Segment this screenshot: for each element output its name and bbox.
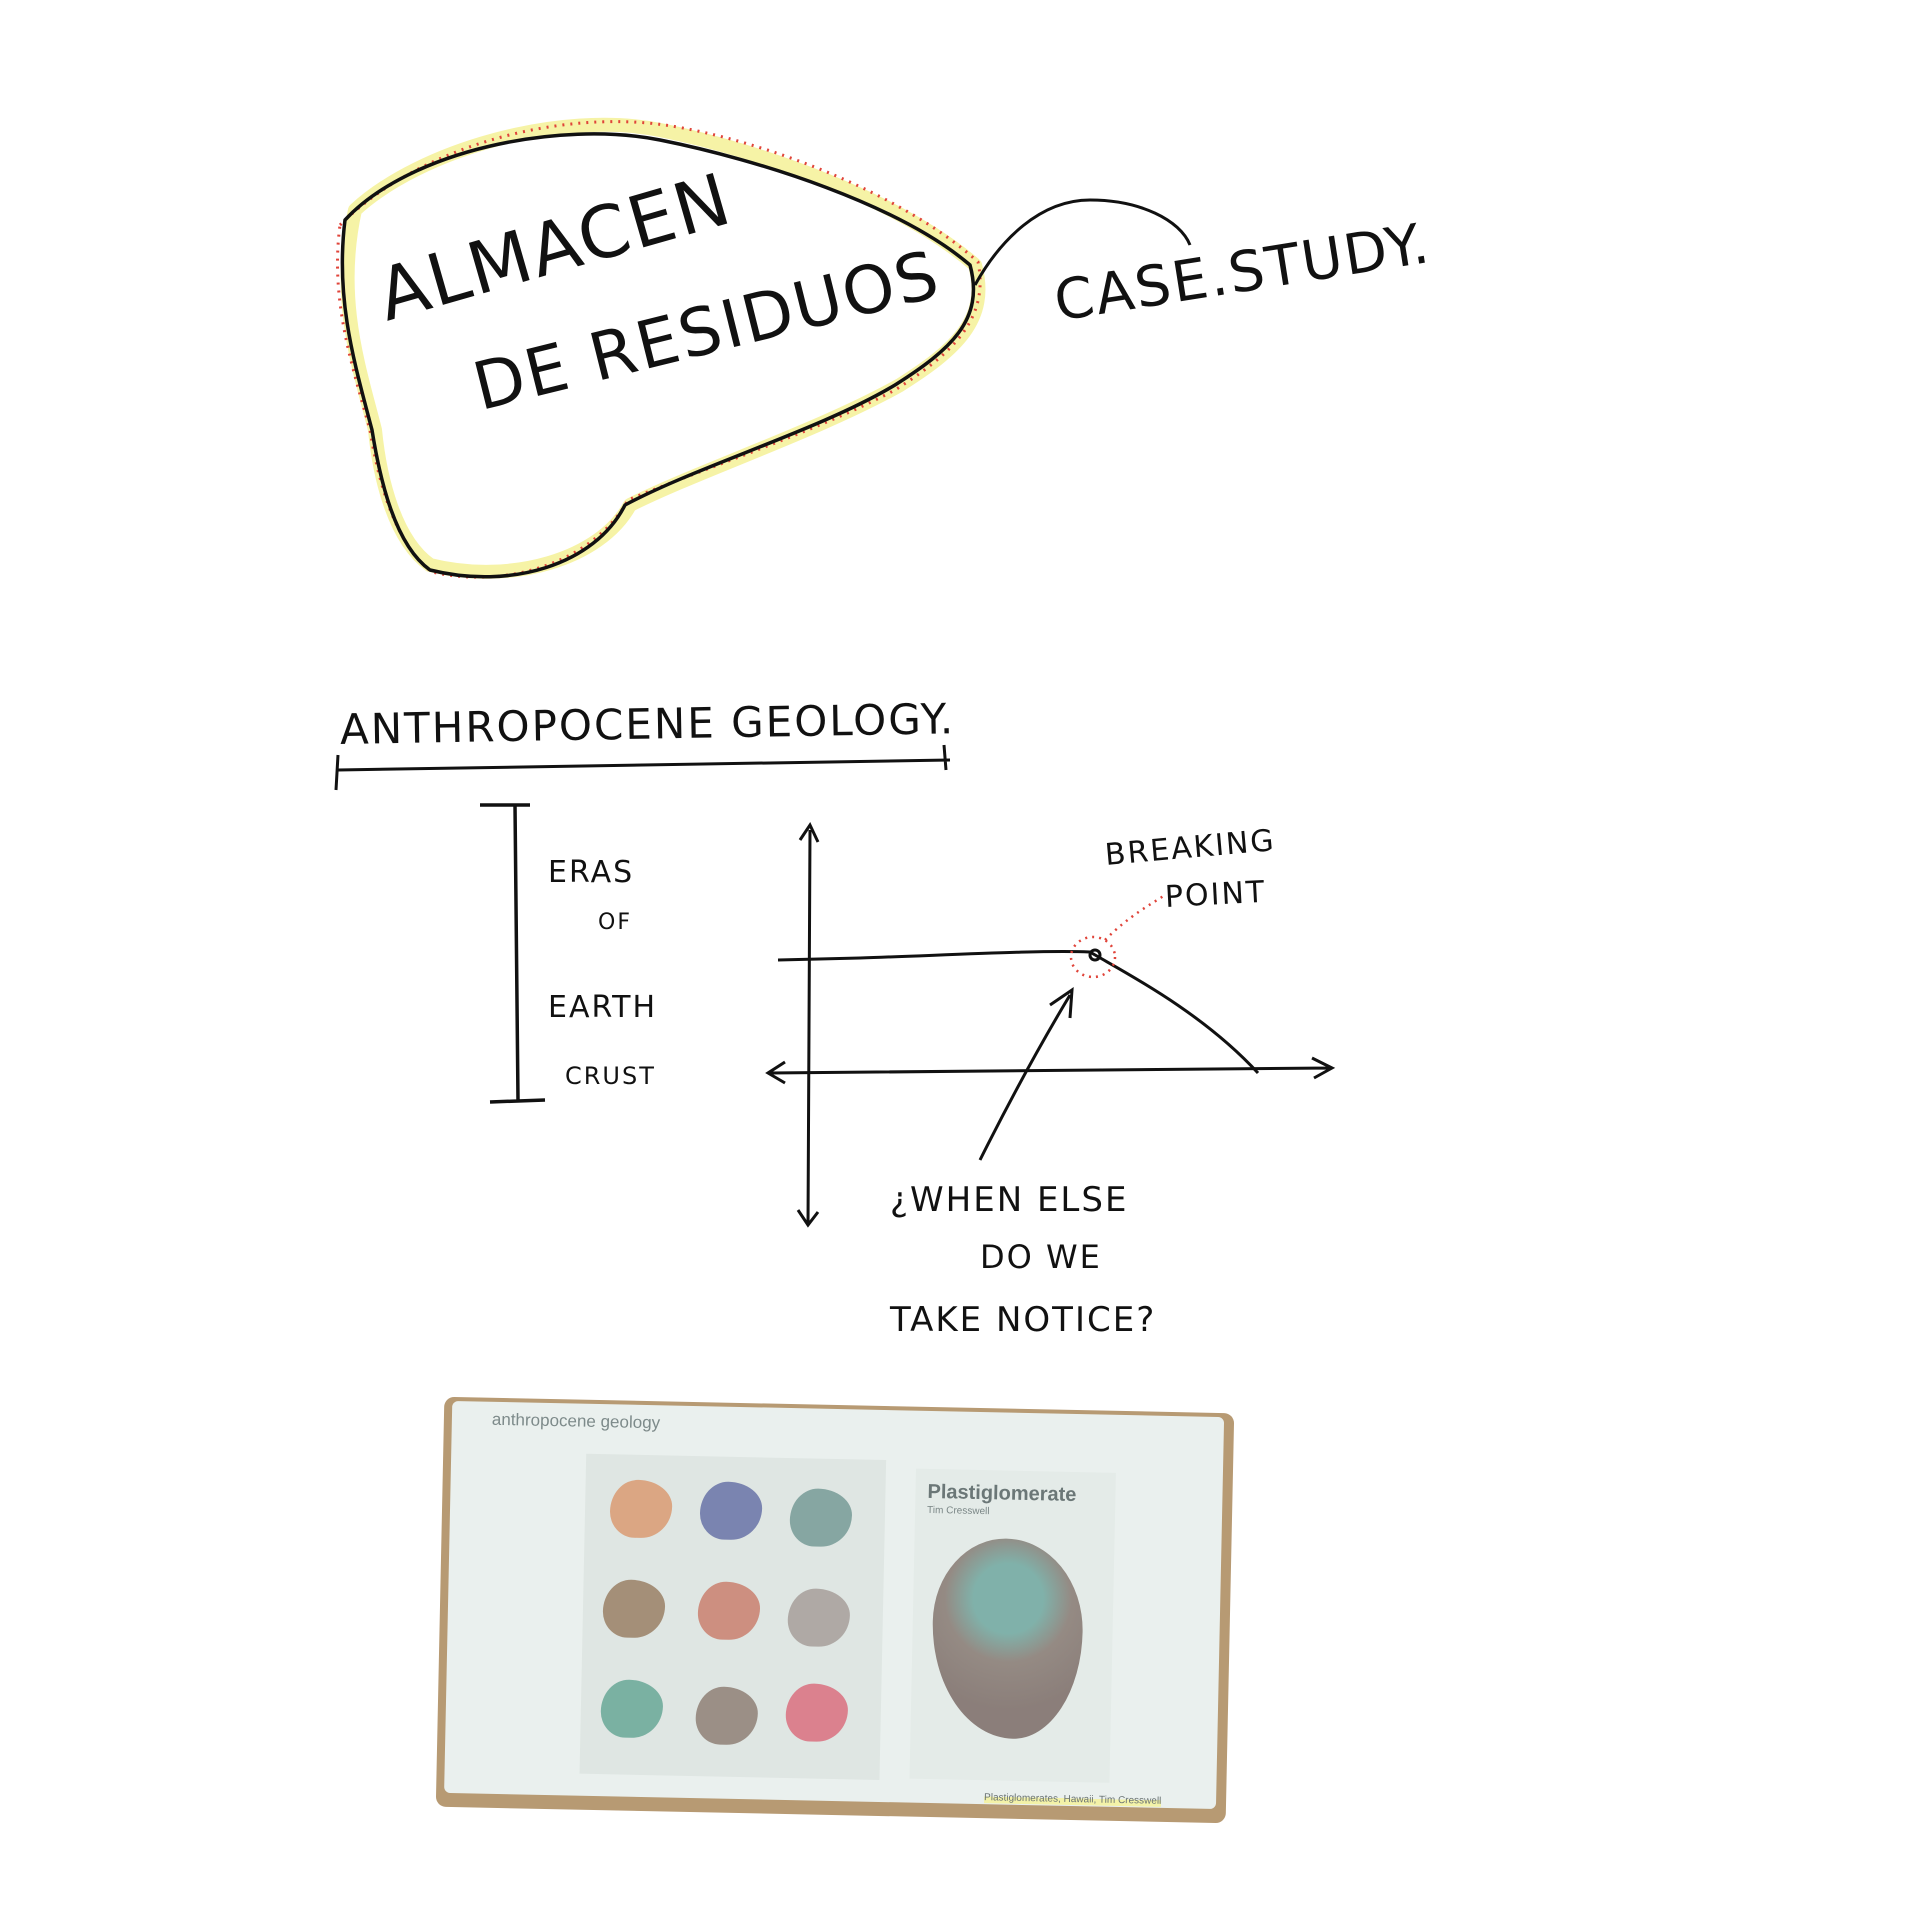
scale-bracket <box>480 803 546 1104</box>
breaking-point-leader <box>1104 893 1166 941</box>
rock-sample <box>697 1581 761 1641</box>
trend-line <box>777 950 1260 1075</box>
book-title: Plastiglomerate <box>927 1480 1077 1507</box>
point-label: POINT <box>1164 874 1268 915</box>
breaking-point-circle <box>1069 935 1117 979</box>
rock-grid <box>579 1453 887 1780</box>
rock-sample <box>695 1686 759 1746</box>
photo-credit: Plastiglomerates, Hawaii, Tim Cresswell <box>983 1792 1162 1807</box>
scale-label-crust: CRUST <box>565 1062 656 1090</box>
slide-photo: anthropocene geology Plastiglomerate Tim… <box>435 1396 1235 1824</box>
rock-sample <box>609 1479 673 1539</box>
rock-sample <box>600 1679 664 1739</box>
rock-sample <box>699 1481 763 1541</box>
scale-label-eras: ERAS <box>548 855 635 890</box>
scale-label-of: OF <box>598 910 632 935</box>
plastiglomerate-image <box>930 1537 1085 1741</box>
rock-sample <box>789 1488 853 1548</box>
book-cover: Plastiglomerate Tim Cresswell <box>909 1468 1116 1783</box>
question-line-2: DO WE <box>980 1238 1102 1276</box>
connector-line <box>973 198 1192 286</box>
rock-sample <box>787 1588 851 1648</box>
question-arrow <box>978 987 1074 1161</box>
rock-sample <box>602 1579 666 1639</box>
heading-underline <box>334 744 951 791</box>
blob-outline <box>340 132 976 579</box>
slide-caption: anthropocene geology <box>491 1409 661 1433</box>
scale-label-earth: EARTH <box>548 990 658 1025</box>
question-line-1: ¿WHEN ELSE <box>890 1180 1129 1220</box>
y-axis <box>796 821 820 1228</box>
book-author: Tim Cresswell <box>926 1504 990 1518</box>
breaking-point-dot <box>1088 948 1102 962</box>
x-axis <box>765 1056 1336 1085</box>
question-line-3: TAKE NOTICE? <box>890 1300 1157 1340</box>
rock-sample <box>785 1682 849 1743</box>
